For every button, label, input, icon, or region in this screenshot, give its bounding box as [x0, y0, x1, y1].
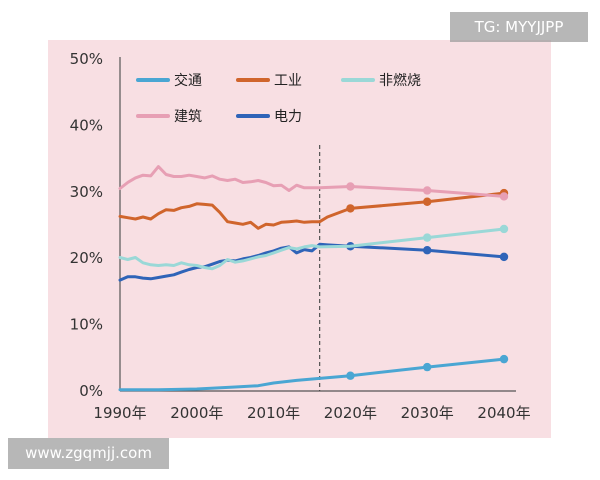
series-line-transport — [118, 357, 506, 392]
data-point-industry — [346, 204, 355, 213]
y-tick-label: 10% — [70, 316, 103, 334]
legend-label-industry: 工业 — [274, 73, 302, 89]
x-tick-label: 2040年 — [477, 404, 530, 422]
y-tick-label: 40% — [70, 116, 103, 134]
legend-label-non-combustion: 非燃烧 — [379, 72, 421, 89]
data-point-building — [499, 192, 509, 201]
data-point-electricity — [499, 252, 509, 262]
watermark-bottom: www.zgqmjj.com — [8, 438, 169, 469]
y-tick-label: 30% — [70, 183, 103, 201]
y-tick-label: 20% — [70, 249, 103, 267]
series-line-industry — [118, 191, 506, 230]
x-tick-label: 2020年 — [324, 404, 377, 422]
data-point-transport — [346, 371, 355, 380]
series-line-non-combustion — [118, 227, 506, 271]
data-point-transport — [499, 354, 509, 364]
legend-label-transport: 交通 — [174, 72, 202, 89]
data-point-building — [346, 182, 355, 191]
series-line-electricity — [118, 242, 506, 282]
data-point-transport — [423, 362, 432, 372]
data-point-building — [423, 186, 432, 195]
legend-label-electricity: 电力 — [274, 109, 302, 125]
chart-panel: 0% 10% 20% 30% 40% 50% 1990年 2000年 2010年 2020年 203… — [48, 40, 551, 438]
x-tick-label: 2010年 — [247, 404, 300, 422]
watermark-top: TG: MYYJJPP — [450, 12, 588, 42]
y-tick-label: 0% — [79, 382, 103, 400]
series-line-building — [118, 165, 506, 198]
legend-label-building: 建筑 — [174, 109, 202, 125]
x-tick-label: 2030年 — [401, 404, 454, 422]
y-tick-label: 50% — [70, 50, 103, 68]
x-tick-label: 1990年 — [93, 404, 146, 422]
data-point-industry — [423, 197, 432, 206]
emissions-share-line-chart: 0% 10% 20% 30% 40% 50% 1990年 2000年 2010年 2020年 203… — [70, 50, 531, 422]
data-point-electricity — [423, 246, 432, 255]
data-point-non-combustion — [423, 233, 432, 242]
data-point-non-combustion — [499, 224, 509, 234]
x-tick-label: 2000年 — [170, 404, 223, 422]
